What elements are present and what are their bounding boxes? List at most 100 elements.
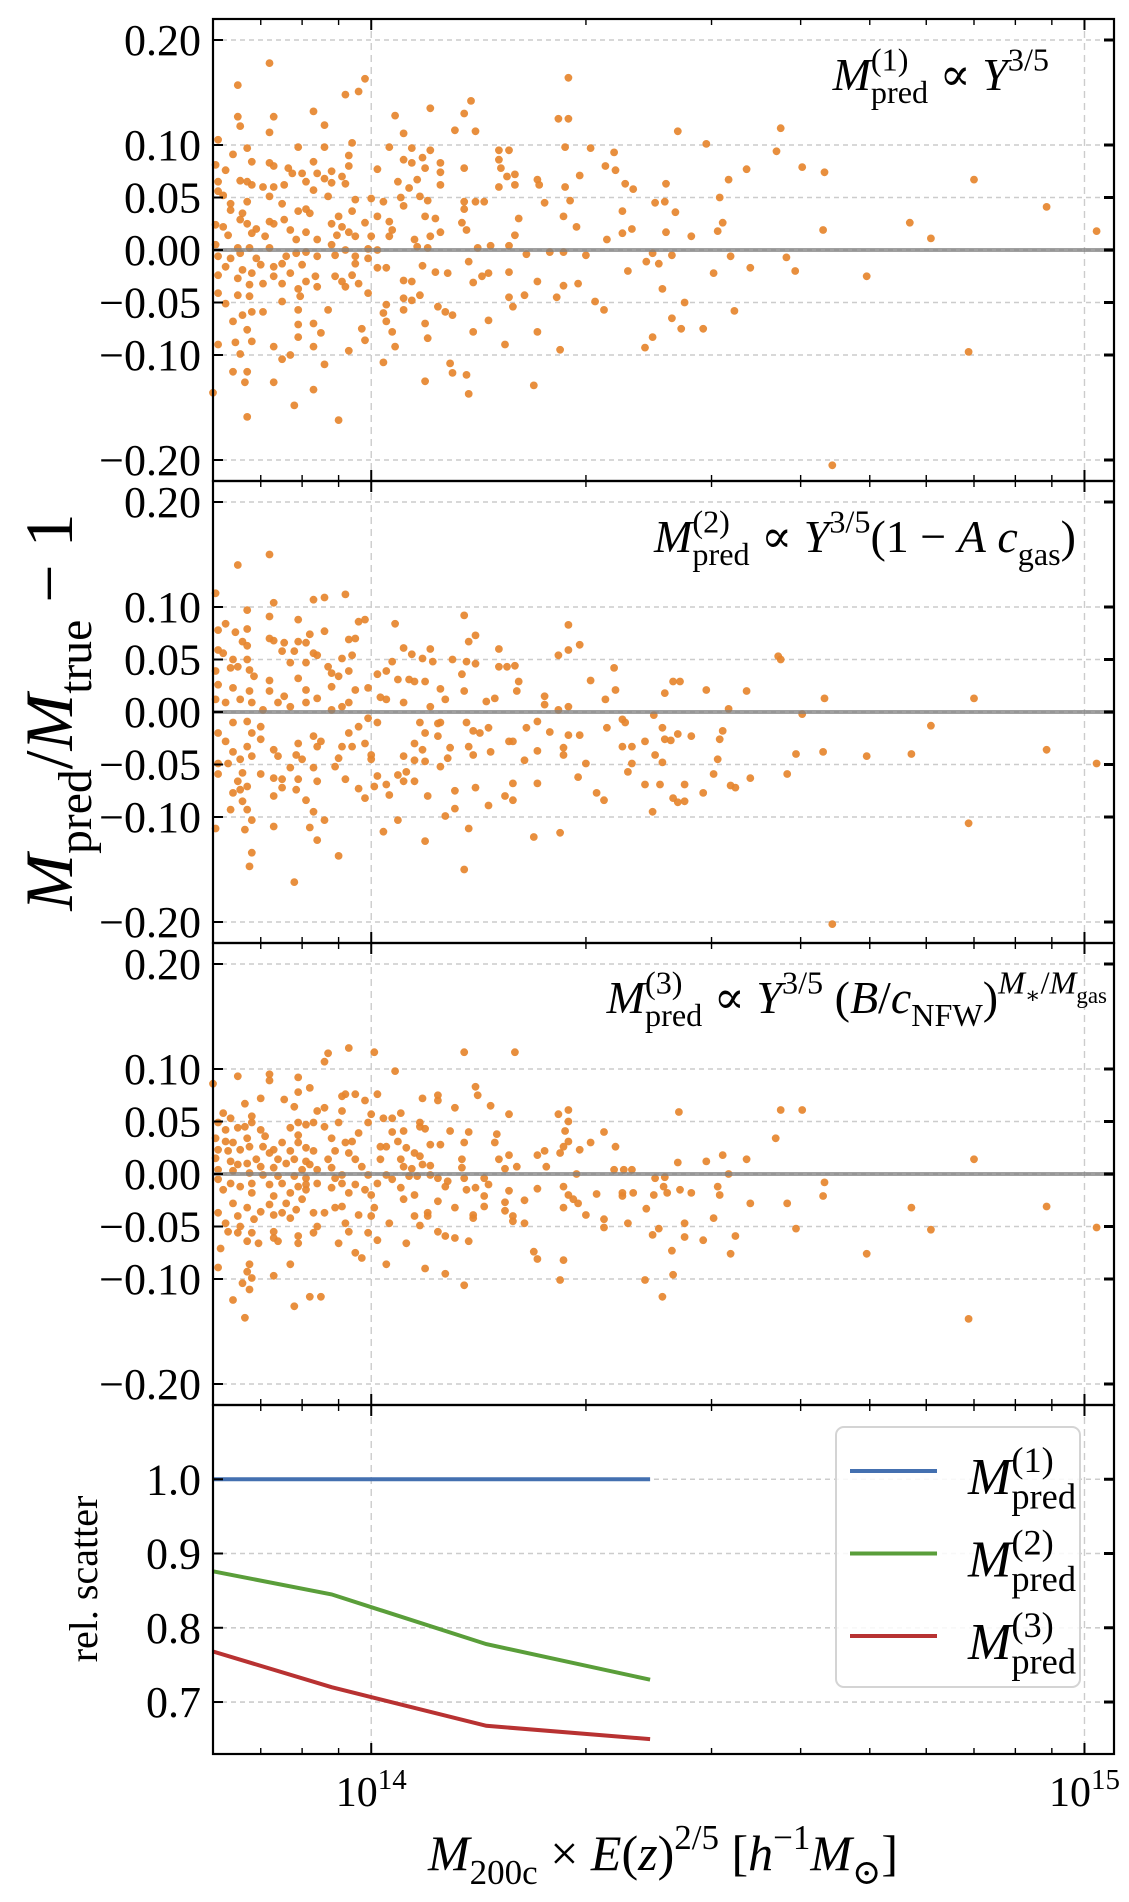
data-point	[552, 293, 561, 302]
data-point	[344, 667, 353, 675]
data-point	[572, 223, 581, 231]
data-point	[385, 1219, 394, 1228]
data-point	[687, 1189, 696, 1197]
data-point	[265, 550, 274, 559]
data-point	[460, 109, 469, 118]
data-point	[298, 1195, 306, 1204]
data-point	[302, 658, 310, 667]
y-tick-label: −0.20	[99, 898, 201, 947]
data-point	[505, 268, 513, 276]
data-point	[556, 1276, 564, 1284]
data-point	[511, 1048, 519, 1057]
data-point	[370, 782, 379, 791]
data-point	[379, 309, 388, 317]
y-tick-label: 0.7	[146, 1678, 201, 1727]
data-point	[313, 1165, 322, 1174]
data-point	[610, 148, 618, 157]
data-point	[418, 745, 427, 754]
data-point	[274, 752, 282, 760]
data-point	[421, 729, 429, 737]
math-segment: Y	[804, 511, 834, 562]
data-point	[575, 640, 584, 649]
data-point	[1042, 203, 1051, 211]
math-segment: c	[997, 511, 1017, 562]
data-point	[344, 1044, 353, 1052]
y-tick-label: −0.10	[99, 1255, 201, 1304]
data-point	[382, 1260, 391, 1269]
data-point	[294, 1088, 303, 1096]
data-point	[294, 775, 303, 784]
data-point	[233, 291, 242, 300]
data-point	[662, 179, 670, 188]
data-point	[471, 1183, 480, 1192]
data-point	[327, 167, 336, 176]
data-point	[443, 1177, 452, 1186]
data-point	[341, 1138, 350, 1147]
data-point	[436, 228, 445, 237]
data-point	[265, 192, 274, 201]
math-segment: 3/5	[782, 965, 823, 1001]
data-point	[280, 638, 289, 647]
data-point	[221, 1219, 230, 1228]
data-point	[529, 381, 538, 390]
data-point	[416, 291, 424, 300]
data-point	[443, 269, 452, 277]
math-segment: )	[983, 972, 998, 1023]
data-point	[399, 276, 408, 285]
data-point	[399, 202, 408, 210]
math-segment: (3)	[1011, 1605, 1053, 1645]
data-point	[426, 1161, 435, 1170]
data-point	[905, 218, 914, 227]
data-point	[269, 745, 278, 754]
math-segment: ∝	[928, 49, 982, 100]
data-point	[421, 757, 429, 766]
data-point	[907, 1203, 916, 1212]
data-point	[600, 1215, 608, 1224]
data-point	[364, 289, 372, 297]
math-segment: h	[748, 1825, 773, 1881]
math-segment: Y	[756, 972, 786, 1023]
data-point	[269, 342, 278, 351]
math-segment: M	[606, 972, 648, 1023]
data-point	[410, 777, 419, 786]
data-point	[290, 878, 299, 886]
data-point	[226, 805, 235, 814]
data-point	[495, 1155, 503, 1164]
data-point	[320, 593, 329, 602]
data-point	[514, 214, 523, 223]
data-point	[464, 742, 473, 751]
data-point	[399, 644, 408, 652]
data-point	[256, 1162, 265, 1171]
data-point	[533, 747, 542, 755]
data-point	[233, 1160, 242, 1169]
data-point	[819, 226, 827, 234]
data-point	[669, 677, 677, 686]
data-point	[282, 1159, 291, 1168]
data-point	[224, 1147, 233, 1155]
data-point	[226, 1157, 235, 1166]
math-segment: A	[955, 511, 987, 562]
data-point	[503, 172, 511, 181]
data-point	[229, 1199, 237, 1208]
scatter-points	[209, 59, 1101, 470]
data-point	[462, 226, 471, 234]
data-point	[334, 416, 343, 424]
data-point	[574, 279, 582, 288]
data-point	[731, 783, 740, 792]
math-segment: − 1	[11, 513, 87, 619]
data-point	[302, 277, 310, 286]
data-point	[309, 342, 318, 351]
axes-frame	[211, 1403, 1116, 1756]
data-point	[219, 223, 228, 231]
data-point	[344, 729, 353, 737]
data-point	[224, 759, 233, 768]
data-point	[247, 1112, 256, 1121]
data-point	[783, 770, 792, 778]
data-point	[715, 193, 724, 202]
data-point	[224, 1227, 233, 1236]
data-point	[680, 797, 689, 806]
data-point	[574, 773, 582, 781]
data-point	[344, 698, 353, 707]
data-point	[298, 755, 306, 764]
